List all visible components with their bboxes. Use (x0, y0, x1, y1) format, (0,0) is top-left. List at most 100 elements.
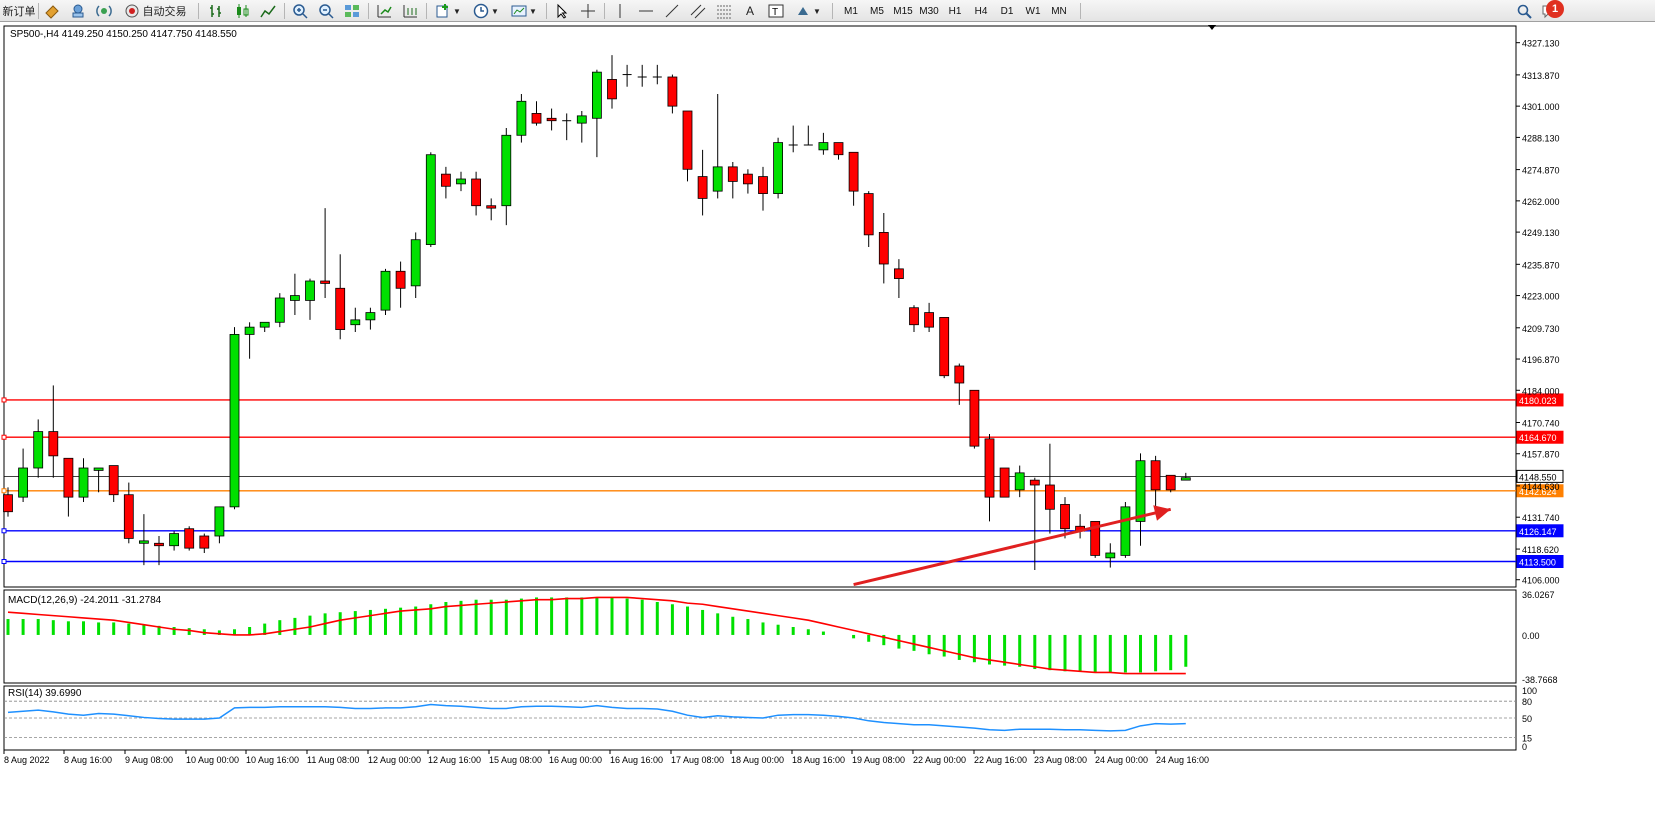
candle-body (878, 232, 889, 265)
text-tool-icon[interactable]: A (745, 4, 754, 18)
notification-badge: 1 (1546, 0, 1564, 18)
fibonacci-icon[interactable] (714, 2, 734, 20)
tile-windows-icon[interactable] (342, 2, 362, 20)
time-tick-label: 23 Aug 08:00 (1034, 755, 1087, 765)
arrows-dropdown[interactable]: ▼ (792, 2, 824, 20)
candle-body (335, 287, 346, 330)
price-tick-label: 4144.630 (1522, 482, 1560, 492)
price-tick-label: 4184.000 (1522, 386, 1560, 396)
trendline-icon[interactable] (662, 2, 682, 20)
rsi-scale-label: 50 (1522, 714, 1532, 724)
price-tick-label: 4170.740 (1522, 418, 1560, 428)
time-tick-label: 11 Aug 08:00 (307, 755, 359, 765)
candle-body (924, 312, 934, 328)
auto-trade-icon (125, 4, 138, 18)
time-tick-label: 22 Aug 16:00 (974, 755, 1027, 765)
zoom-in-icon[interactable] (290, 2, 310, 20)
line-chart-icon[interactable] (258, 2, 278, 20)
text-label-icon[interactable]: T (766, 2, 786, 20)
chevron-down-icon: ▼ (491, 6, 499, 16)
templates-dropdown[interactable]: ▼ (508, 2, 540, 20)
crosshair-icon[interactable] (578, 2, 598, 20)
rsi-scale-label: 15 (1522, 734, 1532, 744)
level-handle (1, 488, 7, 494)
candle-body (93, 467, 104, 471)
candle-body (1180, 477, 1191, 481)
price-tick-label: 4131.740 (1522, 513, 1560, 523)
timeframe-m30[interactable]: M30 (919, 5, 939, 17)
candle-body (773, 142, 783, 194)
candle-body (108, 465, 119, 496)
timeframe-m15[interactable]: M15 (893, 5, 913, 17)
candle-body (154, 542, 164, 547)
candle-body (63, 457, 74, 498)
signals-icon[interactable] (94, 2, 114, 20)
chart-window[interactable]: 4180.023 4164.670 4148.550 4142.624 4126.147… (0, 22, 1655, 819)
equidistant-channel-icon[interactable] (688, 2, 708, 20)
timeframe-d1[interactable]: D1 (1000, 5, 1014, 17)
candle-body (229, 334, 240, 508)
vertical-line-icon[interactable] (610, 2, 630, 20)
level-price-box (1516, 430, 1564, 444)
rsi-line (7, 703, 1186, 732)
price-tick-label: 4301.000 (1522, 102, 1560, 112)
price-chart[interactable]: 4180.023 4164.670 4148.550 4142.624 4126.147… (0, 22, 1655, 819)
chevron-down-icon: ▼ (453, 6, 461, 16)
data-window-icon[interactable] (68, 2, 88, 20)
candlestick-icon[interactable] (232, 2, 252, 20)
candle-body (682, 110, 693, 170)
time-tick-label: 15 Aug 08:00 (489, 755, 542, 765)
candle-body (1120, 506, 1131, 556)
autoscroll-icon[interactable] (374, 2, 394, 20)
time-tick-label: 8 Aug 2022 (4, 755, 50, 765)
indicators-icon (436, 4, 449, 18)
main-toolbar: 新订单 自动交易 ▼ ▼ (0, 0, 1655, 22)
candle-body (1014, 472, 1025, 491)
time-tick-label: 8 Aug 16:00 (64, 755, 112, 765)
chevron-down-icon: ▼ (529, 6, 537, 16)
macd-scale-label: 36.0267 (1522, 590, 1555, 600)
indicators-dropdown[interactable]: ▼ (432, 2, 464, 20)
time-tick-label: 16 Aug 16:00 (610, 755, 663, 765)
candle-body (576, 115, 587, 124)
timeframe-m1[interactable]: M1 (844, 5, 858, 17)
candle-body (305, 280, 315, 301)
level-handle (1, 559, 7, 564)
search-icon[interactable] (1514, 2, 1534, 20)
candle-body (456, 178, 466, 185)
price-tick-label: 4327.130 (1522, 39, 1560, 49)
timeframe-h1[interactable]: H1 (948, 5, 962, 17)
clock-icon (473, 3, 489, 19)
candle-body (1090, 521, 1101, 556)
chart-shift-icon[interactable] (400, 2, 420, 20)
candle-body (999, 467, 1010, 498)
time-tick-label: 12 Aug 00:00 (368, 755, 421, 765)
horizontal-line-icon[interactable] (636, 2, 656, 20)
candle-body (546, 117, 557, 122)
new-order-button[interactable]: 新订单 (2, 2, 36, 20)
cursor-icon[interactable] (552, 2, 572, 20)
market-watch-icon[interactable] (42, 2, 62, 20)
periods-dropdown[interactable]: ▼ (470, 2, 502, 20)
timeframe-m5[interactable]: M5 (870, 5, 884, 17)
candle-body (410, 239, 421, 287)
level-handle (1, 528, 7, 534)
candle-body (1150, 460, 1161, 491)
timeframe-w1[interactable]: W1 (1025, 5, 1041, 17)
price-tick-label: 4223.000 (1522, 292, 1560, 302)
candle-body (244, 326, 255, 335)
bar-chart-icon[interactable] (206, 2, 226, 20)
candle-body (909, 307, 919, 326)
candle-body (1029, 479, 1040, 486)
candle-body (607, 79, 617, 100)
zoom-out-icon[interactable] (316, 2, 336, 20)
auto-trade-button[interactable]: 自动交易 (118, 2, 192, 20)
candle-body (123, 494, 134, 539)
price-tick-label: 4196.870 (1522, 355, 1560, 365)
candle-body (33, 431, 44, 469)
candle-body (18, 467, 29, 498)
level-price-label: 4126.147 (1519, 527, 1557, 537)
arrow-tool-icon (798, 7, 809, 15)
timeframe-mn[interactable]: MN (1051, 5, 1067, 17)
timeframe-h4[interactable]: H4 (974, 5, 988, 17)
